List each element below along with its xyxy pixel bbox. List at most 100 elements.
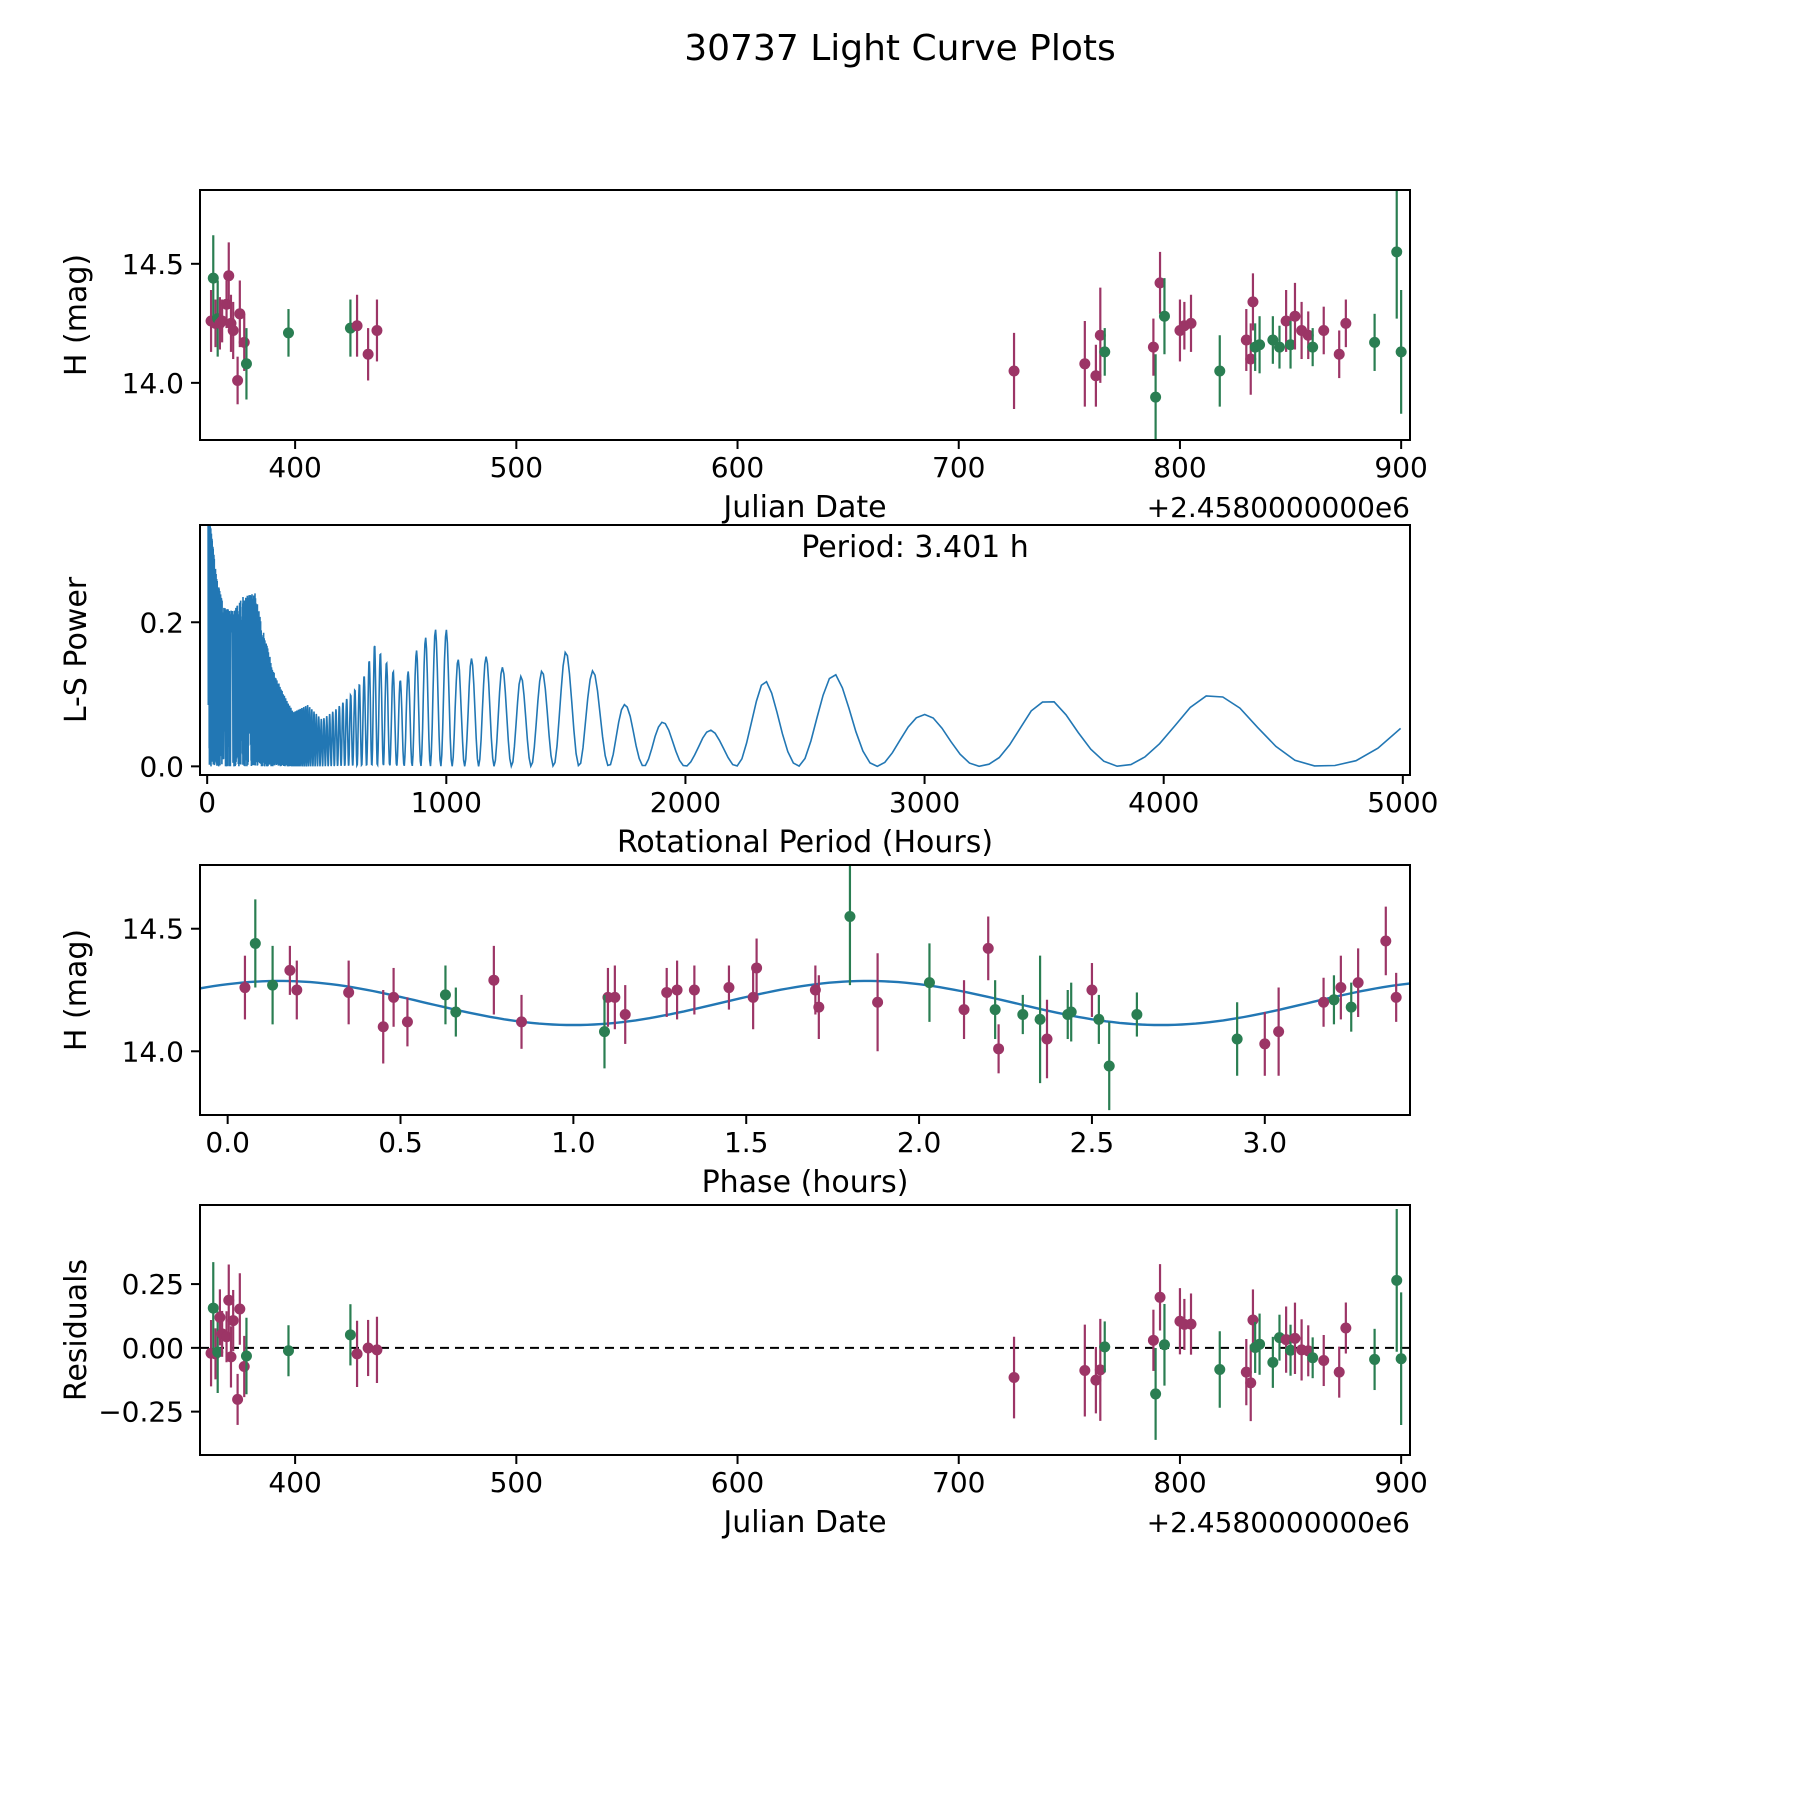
data-point [234,308,246,320]
x-offset-label: +2.4580000000e6 [1147,1506,1410,1539]
data-point [1099,1341,1111,1353]
xlabel-phase-folded: Phase (hours) [702,1165,909,1200]
x-tick-label: 1000 [411,786,482,819]
data-point [1333,348,1345,360]
data-point [1147,1334,1159,1346]
data-point [1231,1033,1243,1045]
panel-jd-lightcurve: 400 500 600 700 800 900 14.0 14.5 Julian Date +2.… [59,189,1428,525]
data-point [1103,1060,1115,1072]
panel-residuals-content [200,1208,1410,1440]
x-tick-label: 500 [490,451,543,484]
panel-ls-periodogram-content [207,525,1402,770]
figure-title: 30737 Light Curve Plots [684,28,1116,69]
axes-frame [199,1204,1411,1456]
data-point [516,1016,528,1028]
data-point [362,348,374,360]
data-point [1289,310,1301,322]
data-point [1158,310,1170,322]
ylabel-phase-folded: H (mag) [59,929,94,1051]
panel-phase-folded-content [200,865,1410,1111]
data-point [1154,1291,1166,1303]
data-point [1008,365,1020,377]
data-point [723,982,735,994]
data-point [1395,346,1407,358]
data-point [1259,1038,1271,1050]
data-point [377,1021,389,1033]
x-tick-label: 1.0 [551,1126,596,1159]
y-tick-label: 14.0 [122,1035,184,1068]
data-point [671,984,683,996]
data-point [688,984,700,996]
data-point [1307,1352,1319,1364]
data-point [1369,1353,1381,1365]
data-point [872,996,884,1008]
period-annotation: Period: 3.401 h [801,530,1029,565]
data-point [1099,346,1111,358]
x-tick-label: 900 [1374,1466,1427,1499]
data-point [239,982,251,994]
data-point [1158,1339,1170,1351]
x-tick-label: 4000 [1128,786,1199,819]
data-point [1214,365,1226,377]
data-point [1086,984,1098,996]
data-point [1094,329,1106,341]
data-point [1147,341,1159,353]
data-point [371,1344,383,1356]
y-tick-label: −0.25 [98,1396,184,1429]
data-point [1307,341,1319,353]
data-point [223,270,235,282]
data-point [240,1350,252,1362]
y-tick-label: 0.2 [139,606,184,639]
data-point [1273,341,1285,353]
x-tick-label: 900 [1374,451,1427,484]
x-offset-label: +2.4580000000e6 [1147,491,1410,524]
x-tick-label: 700 [932,451,985,484]
data-point [207,1302,219,1314]
data-point [1318,324,1330,336]
data-point [238,1361,250,1373]
data-point [1185,317,1197,329]
data-point [234,1303,246,1315]
data-point [1352,977,1364,989]
data-point [291,984,303,996]
data-point [982,942,994,954]
data-point [1289,1332,1301,1344]
x-tick-label: 700 [932,1466,985,1499]
x-tick-label: 400 [268,451,321,484]
data-point [351,1348,363,1360]
data-point [1273,1026,1285,1038]
data-point [1267,334,1279,346]
data-point [1093,1013,1105,1025]
data-point [1318,1355,1330,1367]
data-point [488,974,500,986]
xlabel-residuals: Julian Date [721,1505,886,1540]
ylabel-residuals: Residuals [59,1259,94,1401]
data-point [225,1351,237,1363]
axes-frame [199,524,1411,776]
x-tick-label: 2000 [650,786,721,819]
data-point [1395,1353,1407,1365]
x-tick-label: 1.5 [724,1126,769,1159]
y-tick-label: 0.00 [122,1332,184,1365]
data-point [1240,334,1252,346]
data-point [282,327,294,339]
x-tick-label: 3000 [889,786,960,819]
y-tick-label: 14.5 [122,248,184,281]
data-point [598,1026,610,1038]
sinusoid-fit-curve [200,979,1410,1027]
y-tick-label: 14.0 [122,367,184,400]
data-point [813,1001,825,1013]
x-tick-label: 2.0 [897,1126,942,1159]
data-point [1285,339,1297,351]
data-point [1391,246,1403,258]
data-point [1267,1356,1279,1368]
data-point [267,979,279,991]
data-point [1090,370,1102,382]
x-tick-label: 3.0 [1243,1126,1288,1159]
data-point [1079,1365,1091,1377]
x-tick-label: 2.5 [1070,1126,1115,1159]
data-point [1380,935,1392,947]
xlabel-ls-periodogram: Rotational Period (Hours) [617,825,993,860]
data-point [989,1004,1001,1016]
